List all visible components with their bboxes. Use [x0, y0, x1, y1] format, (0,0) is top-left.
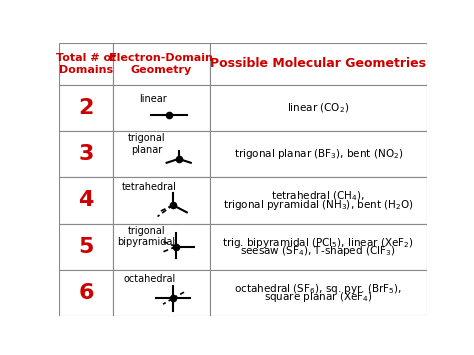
Bar — [210, 43, 427, 85]
Bar — [59, 85, 112, 131]
Text: 4: 4 — [78, 191, 93, 211]
Bar — [210, 178, 427, 224]
Bar — [59, 224, 112, 270]
Text: 2: 2 — [78, 98, 93, 118]
Bar — [210, 85, 427, 131]
Text: trigonal
bipyramidal: trigonal bipyramidal — [118, 226, 176, 247]
Bar — [112, 178, 210, 224]
Bar — [59, 270, 112, 316]
Text: octahedral: octahedral — [123, 274, 176, 284]
Text: Possible Molecular Geometries: Possible Molecular Geometries — [210, 57, 426, 70]
Bar — [112, 43, 210, 85]
Text: trig. bipyramidal (PCl$_{5}$), linear (XeF$_{2}$): trig. bipyramidal (PCl$_{5}$), linear (X… — [222, 236, 414, 250]
Bar — [210, 270, 427, 316]
Bar — [59, 131, 112, 178]
Text: Total # of
Domains: Total # of Domains — [56, 53, 116, 75]
Bar — [210, 224, 427, 270]
Text: 6: 6 — [78, 283, 94, 303]
Bar — [210, 131, 427, 178]
Bar — [59, 43, 112, 85]
Text: trigonal
planar: trigonal planar — [128, 133, 165, 155]
Bar — [112, 131, 210, 178]
Text: octahedral (SF$_{6}$), sq. pyr. (BrF$_{5}$),: octahedral (SF$_{6}$), sq. pyr. (BrF$_{5… — [234, 282, 402, 296]
Bar — [112, 224, 210, 270]
Text: linear (CO$_{2}$): linear (CO$_{2}$) — [287, 101, 349, 115]
Text: 5: 5 — [78, 237, 93, 257]
Text: trigonal planar (BF$_{3}$), bent (NO$_{2}$): trigonal planar (BF$_{3}$), bent (NO$_{2… — [234, 147, 403, 161]
Text: square planar (XeF$_{4}$): square planar (XeF$_{4}$) — [264, 290, 373, 304]
Bar — [59, 178, 112, 224]
Text: tetrahedral (CH$_{4}$),: tetrahedral (CH$_{4}$), — [271, 190, 365, 203]
Bar — [112, 85, 210, 131]
Bar — [112, 270, 210, 316]
Text: 3: 3 — [78, 144, 93, 164]
Text: Electron-Domain
Geometry: Electron-Domain Geometry — [109, 53, 213, 75]
Text: trigonal pyramidal (NH$_{3}$), bent (H$_{2}$O): trigonal pyramidal (NH$_{3}$), bent (H$_… — [223, 198, 414, 212]
Text: tetrahedral: tetrahedral — [122, 182, 177, 192]
Text: seesaw (SF$_{4}$), T-shaped (ClF$_{3}$): seesaw (SF$_{4}$), T-shaped (ClF$_{3}$) — [240, 244, 396, 258]
Text: linear: linear — [139, 94, 167, 104]
